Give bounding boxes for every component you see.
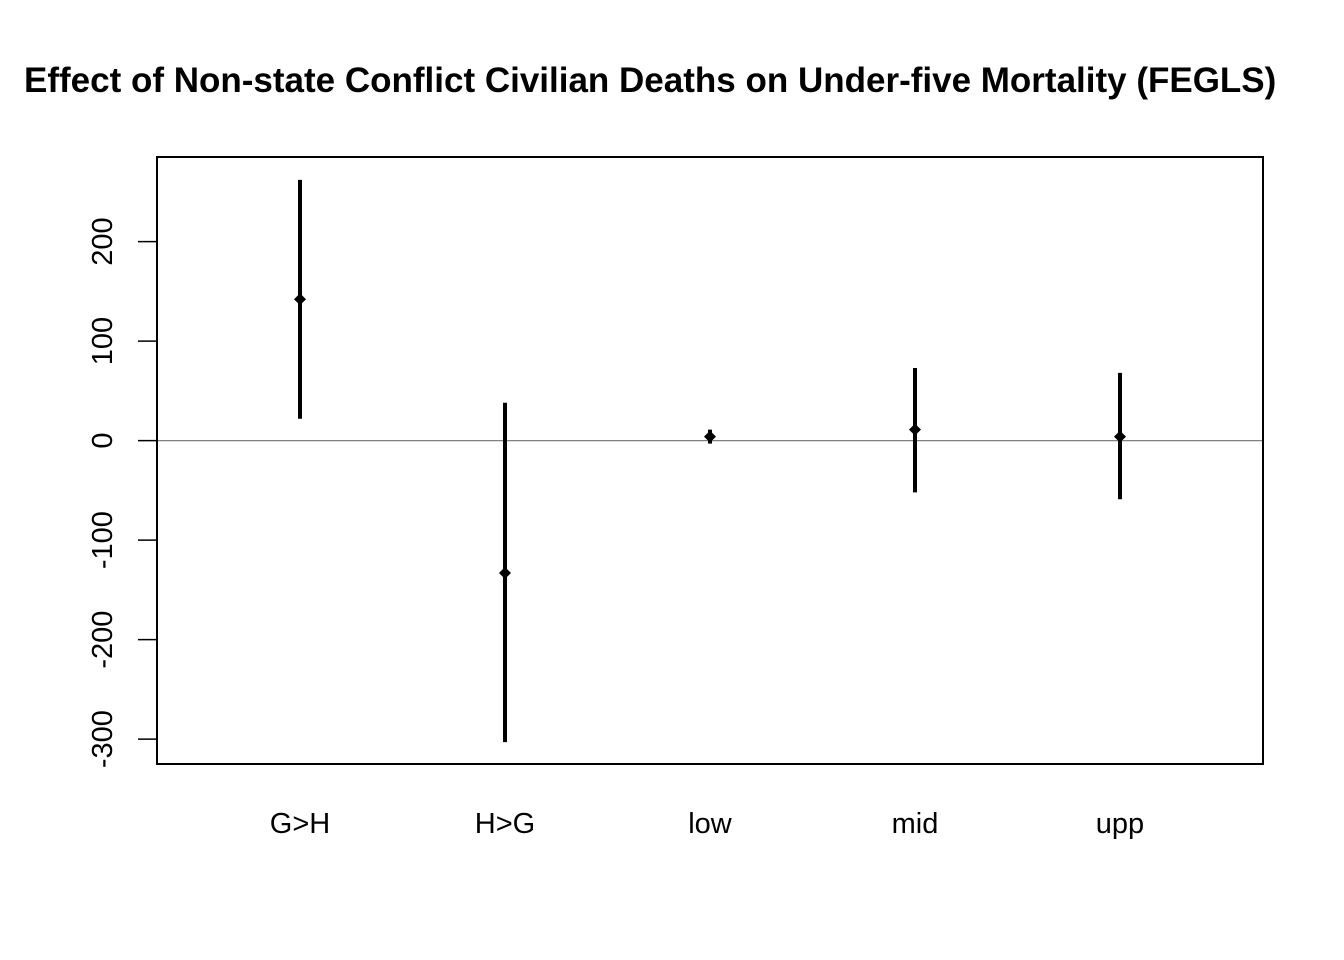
point-estimate <box>499 566 511 579</box>
x-tick-label: upp <box>1096 808 1144 840</box>
x-tick-label: G>H <box>270 808 330 840</box>
y-tick-label: -100 <box>87 511 119 569</box>
error-bars <box>294 179 1126 743</box>
y-tick-label: -200 <box>87 611 119 669</box>
x-tick-label: H>G <box>475 808 535 840</box>
plot-frame <box>156 156 1264 765</box>
point-estimate <box>909 423 921 436</box>
x-tick-label: low <box>688 808 733 840</box>
x-axis: G>H H>G low mid upp <box>270 808 1144 840</box>
y-tick-label: -300 <box>87 710 119 768</box>
y-tick-label: 200 <box>87 217 119 265</box>
x-tick-label: mid <box>892 808 939 840</box>
y-tick-label: 0 <box>87 433 119 449</box>
point-estimate <box>294 293 306 306</box>
point-estimate <box>1114 430 1126 443</box>
point-estimate <box>704 430 716 443</box>
chart-title: Effect of Non-state Conflict Civilian De… <box>24 61 1276 100</box>
y-axis: -300 -200 -100 0 100 200 <box>87 217 158 768</box>
y-tick-label: 100 <box>87 317 119 365</box>
